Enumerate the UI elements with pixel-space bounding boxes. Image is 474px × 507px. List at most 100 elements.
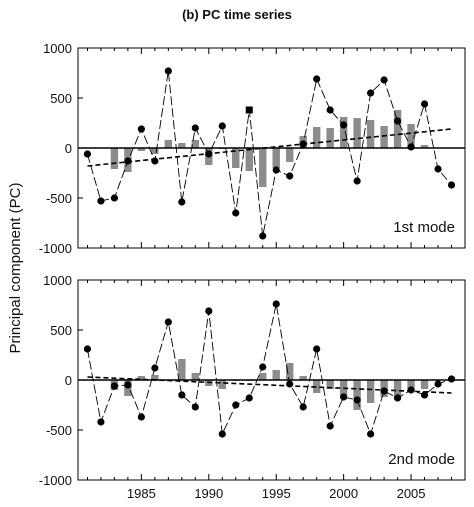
panel1-bar-1983 — [110, 148, 119, 169]
panel2-bar-1995 — [272, 370, 280, 380]
panel2-bar-2006 — [420, 380, 429, 389]
panel2-point-2001 — [353, 396, 361, 404]
panel2-point-2003 — [380, 387, 388, 395]
panel1-point-1981 — [83, 150, 92, 158]
panel2-y-tick-label-1000: 1000 — [43, 273, 72, 288]
panel2-point-1997 — [299, 403, 307, 411]
panel1-point-1984 — [124, 157, 132, 165]
panel2-point-1987 — [164, 318, 172, 326]
panel2-point-1992 — [232, 401, 240, 409]
panel1-point-1994 — [259, 232, 267, 240]
y-axis-label: Principal component (PC) — [7, 183, 24, 354]
panel1-point-2007 — [434, 165, 442, 173]
panel1-bar-1987 — [164, 140, 173, 148]
panel2-point-2005 — [407, 386, 415, 394]
panel1-bar-2001 — [353, 118, 361, 148]
panel2-point-1983 — [110, 382, 119, 390]
panel2-point-1994 — [259, 363, 267, 371]
panel1-bar-1992 — [232, 148, 240, 168]
panel1-point-2005 — [407, 143, 415, 151]
panel2-point-1996 — [286, 380, 294, 388]
panel2-point-2004 — [393, 394, 402, 402]
panel2-point-1982 — [97, 418, 105, 426]
panel1-bar-1993 — [245, 148, 253, 171]
panel1-bar-2003 — [380, 126, 388, 148]
panel1-mode-label: 1st mode — [393, 219, 455, 236]
panel2-point-1989 — [191, 403, 199, 411]
panel1-bar-1988 — [178, 143, 186, 148]
panel1-point-1998 — [313, 75, 321, 83]
panel1-point-1986 — [151, 157, 159, 165]
panel1-bar-1985 — [137, 148, 146, 151]
panel2-bar-2002 — [366, 380, 375, 403]
panel2-bar-2001 — [353, 380, 361, 410]
panel1-point-2008 — [447, 181, 456, 189]
panel2-point-1984 — [124, 381, 132, 389]
panel1-bar-2000 — [339, 117, 348, 148]
panel1-point-2001 — [353, 177, 361, 185]
panel2-x-tick-label-2005: 2005 — [397, 486, 426, 501]
panel1-y-tick-label--500: -500 — [46, 191, 72, 206]
panel2-point-1991 — [218, 430, 226, 438]
panel2-y-tick-label--500: -500 — [46, 423, 72, 438]
panel2-x-tick-label-2000: 2000 — [329, 486, 358, 501]
panel1-y-tick-label-500: 500 — [50, 91, 72, 106]
panel2-bar-1997 — [299, 376, 307, 380]
panel1-point-1996 — [286, 172, 294, 180]
panel2-bar-1985 — [137, 376, 146, 380]
panel2-point-2002 — [367, 430, 375, 438]
panel2-point-2006 — [420, 391, 429, 399]
panel1-y-tick-label-1000: 1000 — [43, 41, 72, 56]
panel1-point-1995 — [272, 166, 280, 174]
panel2-y-tick-label-500: 500 — [50, 323, 72, 338]
panel2-point-1986 — [151, 364, 159, 372]
panel2-point-2000 — [340, 393, 348, 401]
panel1-bar-2002 — [366, 120, 375, 148]
panel1-point-1988 — [178, 198, 186, 206]
panel1-bar-2006 — [420, 145, 429, 148]
panel2-point-1990 — [205, 307, 213, 315]
panel1-point-2003 — [380, 76, 388, 84]
panel1-bar-2004 — [393, 110, 402, 148]
panel1-bar-1996 — [285, 148, 294, 162]
panel2-bar-2005 — [407, 380, 415, 392]
panel1-bar-1986 — [151, 148, 159, 154]
panel1-point-2006 — [420, 100, 429, 108]
panel2-bar-1986 — [151, 375, 159, 380]
panel1-point-1999 — [326, 106, 334, 114]
panel2-point-1998 — [313, 345, 321, 353]
panel2-point-1988 — [178, 391, 186, 399]
panel1-point-1989 — [191, 124, 199, 132]
panel1-bar-1989 — [191, 140, 200, 148]
panel2-bar-2004 — [393, 380, 402, 398]
panel1-bar-1999 — [326, 128, 334, 148]
panel2-bar-1991 — [218, 380, 226, 389]
panel1-point-1990 — [205, 150, 213, 158]
panel2-point-1985 — [137, 413, 145, 421]
panel2-y-tick-label-0: 0 — [65, 373, 72, 388]
panel2-point-2008 — [447, 375, 456, 383]
panel2-y-tick-label--1000: -1000 — [39, 473, 72, 488]
panel1-point-1983 — [110, 194, 119, 202]
panel1-point-1987 — [164, 67, 172, 75]
panel2-pc-series-line — [86, 303, 452, 436]
panel1-bar-1995 — [272, 148, 280, 168]
chart-title: (b) PC time series — [182, 7, 292, 22]
panel2-bar-1999 — [326, 380, 334, 389]
panel2-bar-1998 — [312, 380, 321, 393]
panel1-point-1992 — [232, 209, 240, 217]
panel1-point-1985 — [137, 125, 145, 133]
panel2-point-1995 — [272, 300, 280, 308]
panel2-bar-1989 — [191, 373, 200, 380]
panel1-point-1997 — [299, 140, 307, 148]
panel2-x-tick-label-1995: 1995 — [262, 486, 291, 501]
panel2-point-1999 — [326, 422, 334, 430]
panel2-x-tick-label-1985: 1985 — [127, 486, 156, 501]
panel1-point-1993 — [245, 106, 253, 114]
panel1-y-tick-label-0: 0 — [65, 141, 72, 156]
panel2-bar-1988 — [178, 359, 186, 380]
panel1-point-1982 — [97, 197, 105, 205]
panel1-bar-2005 — [407, 124, 415, 148]
panel1-y-tick-label--1000: -1000 — [39, 241, 72, 256]
